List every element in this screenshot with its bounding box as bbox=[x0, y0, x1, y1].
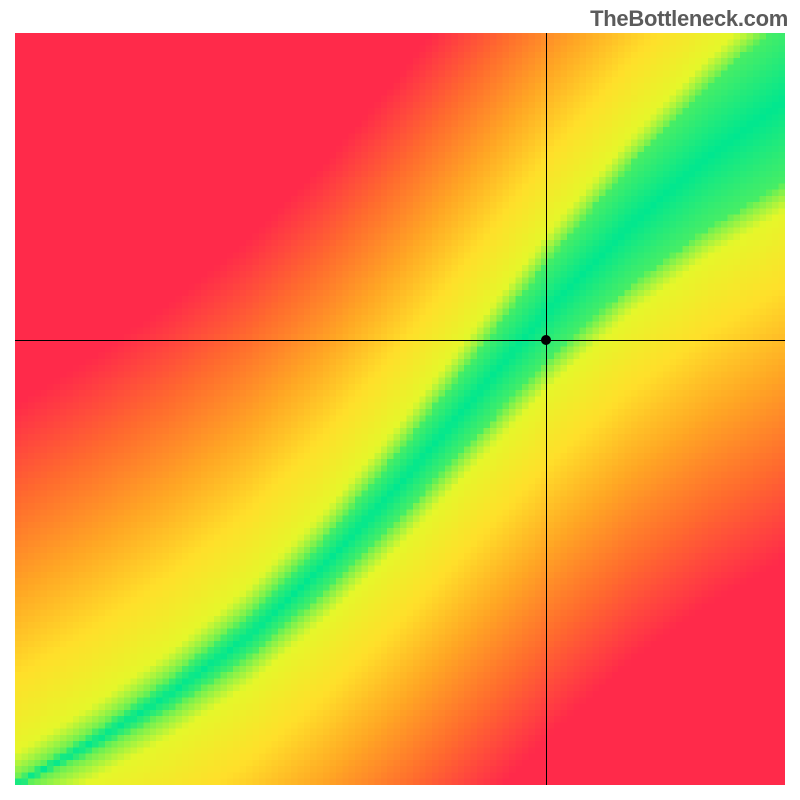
crosshair-horizontal bbox=[15, 340, 785, 341]
chart-container: TheBottleneck.com bbox=[0, 0, 800, 800]
crosshair-marker bbox=[541, 335, 551, 345]
crosshair-vertical bbox=[546, 33, 547, 785]
heatmap-plot bbox=[15, 33, 785, 785]
watermark-text: TheBottleneck.com bbox=[590, 6, 788, 32]
heatmap-canvas bbox=[15, 33, 785, 785]
